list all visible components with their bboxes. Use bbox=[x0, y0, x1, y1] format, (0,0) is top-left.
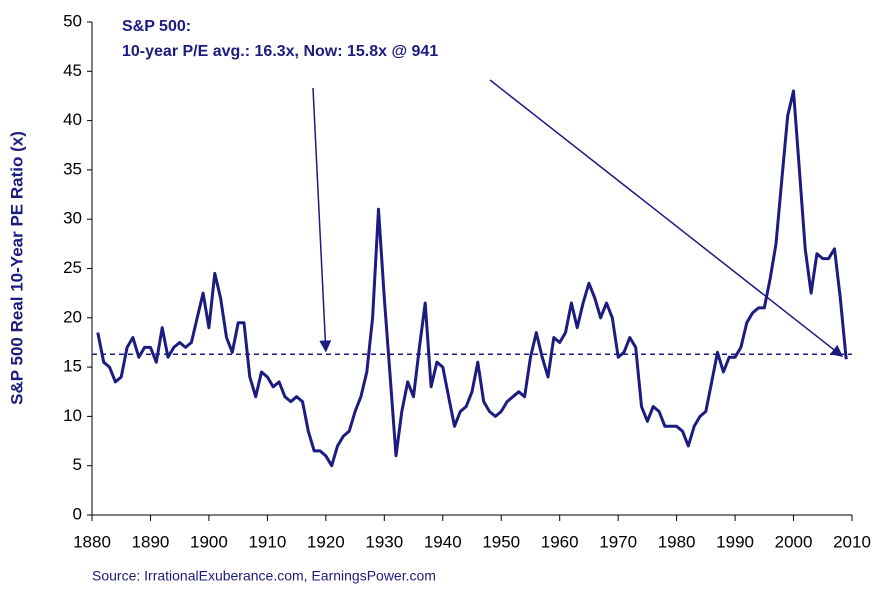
x-tick-label: 1990 bbox=[716, 532, 754, 551]
x-tick-label: 1940 bbox=[424, 532, 462, 551]
arrow bbox=[489, 79, 844, 357]
y-tick-label: 20 bbox=[63, 307, 82, 326]
y-tick-label: 25 bbox=[63, 258, 82, 277]
x-tick-label: 1910 bbox=[248, 532, 286, 551]
data-line bbox=[96, 89, 848, 468]
annotation: 10-year P/E avg.: 16.3x, Now: 15.8x @ 94… bbox=[122, 43, 438, 60]
source: Source: IrrationalExuberance.com, Earnin… bbox=[92, 568, 436, 584]
y-tick-label: 50 bbox=[63, 11, 82, 30]
x-tick-label: 1950 bbox=[482, 532, 520, 551]
y-axis-label: S&P 500 Real 10-Year PE Ratio (x) bbox=[7, 131, 26, 405]
y-tick-label: 0 bbox=[73, 504, 82, 523]
y-tick-label: 35 bbox=[63, 159, 82, 178]
arrow bbox=[312, 87, 332, 353]
x-tick-label: 2010 bbox=[833, 532, 871, 551]
x-tick-label: 1900 bbox=[190, 532, 228, 551]
y-tick-label: 10 bbox=[63, 406, 82, 425]
x-tick-label: 1920 bbox=[307, 532, 345, 551]
y-tick-label: 45 bbox=[63, 61, 82, 80]
x-tick-label: 1930 bbox=[365, 532, 403, 551]
y-tick-label: 15 bbox=[63, 357, 82, 376]
annotation: S&P 500: bbox=[122, 18, 191, 35]
x-tick-label: 1890 bbox=[132, 532, 170, 551]
x-tick-label: 1880 bbox=[73, 532, 111, 551]
y-tick-label: 40 bbox=[63, 110, 82, 129]
y-tick-label: 30 bbox=[63, 209, 82, 228]
x-tick-label: 1970 bbox=[599, 532, 637, 551]
y-tick-label: 5 bbox=[73, 455, 82, 474]
x-tick-label: 1960 bbox=[541, 532, 579, 551]
x-tick-label: 2000 bbox=[775, 532, 813, 551]
x-tick-label: 1980 bbox=[658, 532, 696, 551]
